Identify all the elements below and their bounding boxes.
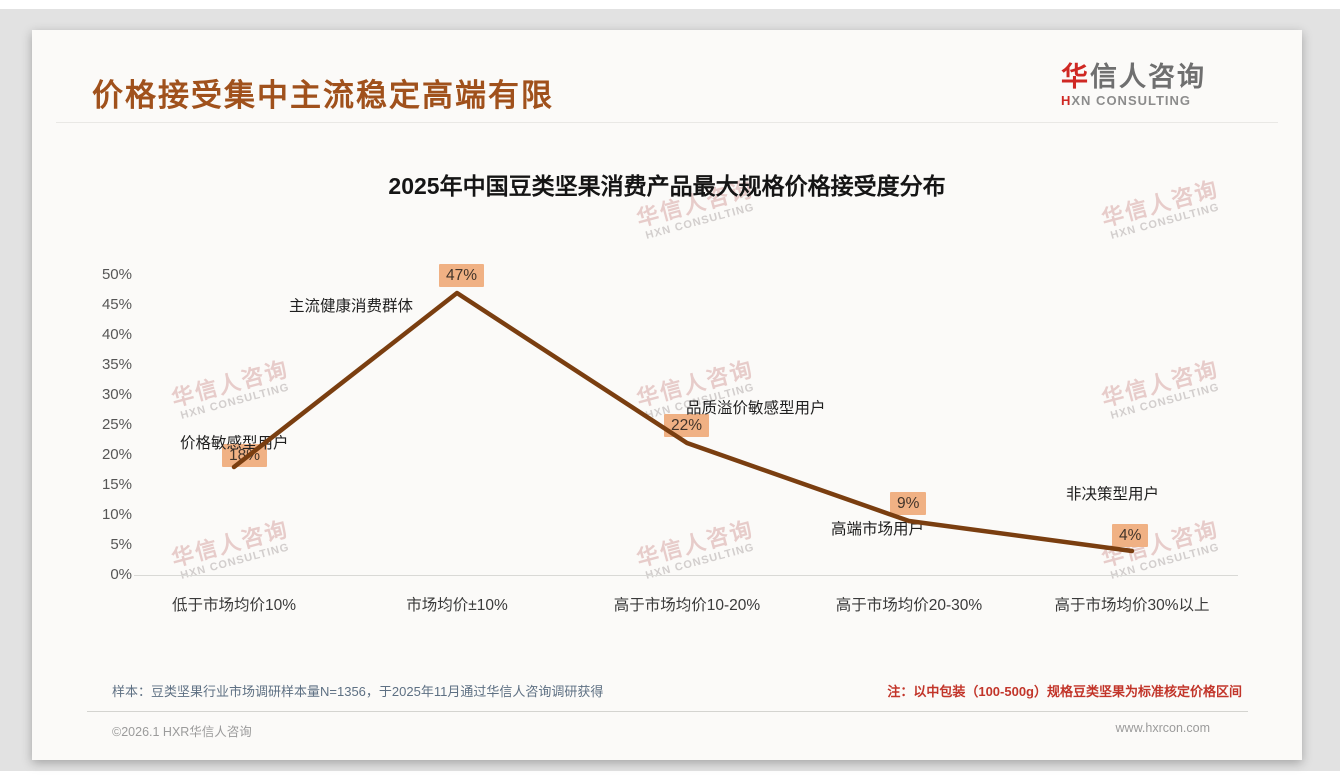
logo-english-text: HXN CONSULTING xyxy=(1061,93,1192,108)
y-axis-tick: 50% xyxy=(101,266,132,283)
sample-note: 样本：豆类坚果行业市场调研样本量N=1356，于2025年11月通过华信人咨询调… xyxy=(112,684,604,699)
x-axis-label: 高于市场均价10-20% xyxy=(613,597,761,614)
watermark: 华信人咨询 HXN CONSULTING xyxy=(145,351,319,431)
website-url: www.hxrcon.com xyxy=(1115,721,1210,735)
y-axis-tick: 5% xyxy=(110,536,132,553)
y-axis-tick: 10% xyxy=(101,506,132,523)
data-point-label: 9% xyxy=(890,492,927,515)
watermark-line1: 华信人咨询 xyxy=(168,516,292,572)
slide-card: 华信人咨询 HXN CONSULTING 华信人咨询 HXN CONSULTING 华信… xyxy=(32,30,1302,760)
page-title: 价格接受集中主流稳定高端有限 xyxy=(92,78,554,113)
y-axis-tick: 0% xyxy=(110,566,132,583)
watermark: 华信人咨询 HXN CONSULTING xyxy=(145,511,319,591)
segment-annotation: 高端市场用户 xyxy=(831,521,925,538)
logo-chinese-text: 华信人咨询 xyxy=(1061,62,1206,92)
watermark-line2: HXN CONSULTING xyxy=(644,541,756,582)
watermark-line2: HXN CONSULTING xyxy=(179,381,291,422)
page-top-strip xyxy=(0,0,1340,9)
watermark-line1: 华信人咨询 xyxy=(1098,356,1222,412)
methodology-note: 注：以中包装（100-500g）规格豆类坚果为标准核定价格区间 xyxy=(887,684,1242,699)
watermark-line2: HXN CONSULTING xyxy=(179,541,291,582)
watermark-line2: HXN CONSULTING xyxy=(1109,381,1221,422)
x-axis-label: 高于市场均价30%以上 xyxy=(1054,597,1210,614)
segment-annotation: 主流健康消费群体 xyxy=(289,298,414,315)
y-axis-tick: 40% xyxy=(101,326,132,343)
segment-annotation: 品质溢价敏感型用户 xyxy=(686,400,826,417)
watermark: 华信人咨询 HXN CONSULTING xyxy=(1075,511,1249,591)
y-axis-tick: 25% xyxy=(101,416,132,433)
x-axis-baseline xyxy=(134,575,1238,576)
watermark-line1: 华信人咨询 xyxy=(633,516,757,572)
watermark-line1: 华信人咨询 xyxy=(1098,516,1222,572)
copyright-text: ©2026.1 HXR华信人咨询 xyxy=(112,725,252,739)
watermark-line1: 华信人咨询 xyxy=(168,356,292,412)
segment-annotation: 价格敏感型用户 xyxy=(180,435,289,452)
chart-title: 2025年中国豆类坚果消费产品最大规格价格接受度分布 xyxy=(388,173,946,199)
y-axis-tick: 30% xyxy=(101,386,132,403)
segment-annotation: 非决策型用户 xyxy=(1066,486,1160,503)
trend-line xyxy=(231,290,1135,554)
data-point-label: 47% xyxy=(439,264,485,287)
watermark: 华信人咨询 HXN CONSULTING xyxy=(1075,351,1249,431)
x-axis-label: 市场均价±10% xyxy=(406,597,508,614)
x-axis-label: 高于市场均价20-30% xyxy=(835,597,983,614)
page-bottom-strip xyxy=(0,771,1340,780)
watermark: 华信人咨询 HXN CONSULTING xyxy=(610,511,784,591)
data-point-label: 4% xyxy=(1112,524,1149,547)
watermark-line2: HXN CONSULTING xyxy=(644,201,756,242)
y-axis-tick: 20% xyxy=(101,446,132,463)
y-axis-tick: 35% xyxy=(101,356,132,373)
y-axis-tick: 15% xyxy=(101,476,132,493)
watermark-line2: HXN CONSULTING xyxy=(1109,201,1221,242)
header-divider xyxy=(56,122,1278,123)
x-axis-label: 低于市场均价10% xyxy=(171,597,297,614)
footer-divider xyxy=(87,711,1248,712)
y-axis-tick: 45% xyxy=(101,296,132,313)
watermark-line2: HXN CONSULTING xyxy=(1109,541,1221,582)
company-logo: 华信人咨询 HXN CONSULTING xyxy=(1061,62,1206,109)
